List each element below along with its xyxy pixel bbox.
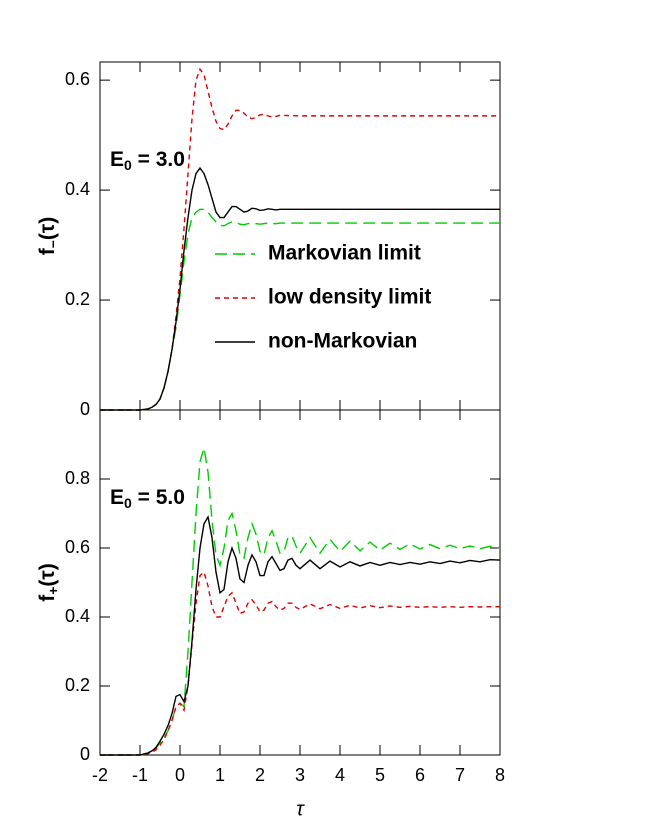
y-axis-label-main: f (36, 247, 59, 255)
legend-label: Markovian limit (268, 242, 421, 265)
legend-label: non-Markovian (268, 330, 417, 353)
y-tick-label: 0.8 (65, 468, 90, 488)
y-tick-label: 0.2 (65, 675, 90, 695)
x-tick-label: 2 (255, 765, 265, 785)
y-tick-label: 0.2 (65, 289, 90, 309)
x-tick-label: -1 (132, 765, 148, 785)
x-tick-label: 6 (415, 765, 425, 785)
y-tick-label: 0 (80, 744, 90, 764)
annotation: E0 = 5.0 (110, 486, 185, 511)
x-tick-label: 1 (215, 765, 225, 785)
x-tick-label: 3 (295, 765, 305, 785)
x-tick-label: 4 (335, 765, 345, 785)
y-axis-label-after: (τ) (36, 563, 59, 586)
series-line (100, 67, 500, 411)
series-line (100, 166, 500, 411)
annotation-after: = 3.0 (132, 148, 185, 171)
annotation-subscript: 0 (124, 495, 132, 511)
y-axis-label-subscript: − (45, 240, 61, 248)
y-tick-label: 0 (80, 399, 90, 419)
x-tick-label: 0 (175, 765, 185, 785)
series-line (100, 208, 500, 411)
y-axis-label-subscript: + (45, 587, 61, 595)
x-tick-label: 5 (375, 765, 385, 785)
y-axis-label-main: f (36, 594, 59, 602)
series-line (100, 514, 501, 756)
x-tick-label: 8 (495, 765, 505, 785)
y-tick-label: 0.4 (65, 179, 90, 199)
y-axis-label: f−(τ) (36, 217, 61, 256)
annotation-after: = 5.0 (132, 486, 185, 509)
annotation: E0 = 3.0 (110, 148, 185, 173)
annotation-main: E (110, 148, 124, 171)
y-axis-label-after: (τ) (36, 217, 59, 240)
annotation-main: E (110, 486, 124, 509)
series-line (100, 447, 501, 756)
y-tick-label: 0.4 (65, 606, 90, 626)
x-tick-label: 7 (455, 765, 465, 785)
y-tick-label: 0.6 (65, 537, 90, 557)
series-line (100, 570, 500, 756)
x-tick-label: -2 (92, 765, 108, 785)
y-axis-label: f+(τ) (36, 563, 61, 602)
y-tick-label: 0.6 (65, 69, 90, 89)
x-axis-label: τ (296, 798, 305, 817)
legend-label: low density limit (268, 286, 431, 309)
annotation-subscript: 0 (124, 157, 132, 173)
